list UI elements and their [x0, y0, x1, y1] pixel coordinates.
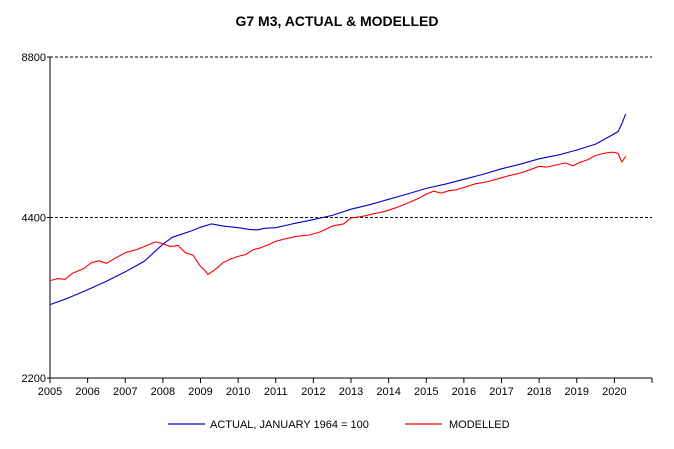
legend: ACTUAL, JANUARY 1964 = 100 MODELLED	[168, 419, 510, 431]
grid-lines	[50, 56, 652, 218]
series-line-modelled	[49, 151, 627, 282]
x-tick-label: 2005	[38, 386, 62, 398]
x-tick-label: 2020	[602, 386, 626, 398]
x-tick-label: 2012	[301, 386, 325, 398]
x-tick-label: 2017	[489, 386, 513, 398]
y-tick-label: 2200	[22, 373, 46, 385]
x-tick-label: 2015	[414, 386, 438, 398]
series-line-actual	[49, 113, 627, 306]
x-tick-label: 2018	[527, 386, 551, 398]
series-lines	[49, 113, 627, 306]
y-tick-labels: 2200 4400 8800	[22, 52, 46, 385]
x-tick-label: 2014	[376, 386, 400, 398]
axes	[47, 56, 653, 383]
y-tick-label: 4400	[22, 213, 46, 225]
x-tick-label: 2009	[188, 386, 212, 398]
y-tick-label: 8800	[22, 52, 46, 64]
x-tick-label: 2008	[151, 386, 175, 398]
legend-label-modelled: MODELLED	[449, 419, 510, 431]
x-tick-label: 2007	[113, 386, 137, 398]
x-tick-label: 2016	[452, 386, 476, 398]
chart-title: G7 M3, ACTUAL & MODELLED	[235, 13, 439, 29]
legend-label-actual: ACTUAL, JANUARY 1964 = 100	[210, 419, 369, 431]
x-tick-label: 2013	[339, 386, 363, 398]
x-tick-label: 2010	[226, 386, 250, 398]
x-tick-label: 2019	[565, 386, 589, 398]
x-tick-label: 2006	[75, 386, 99, 398]
x-tick-label: 2011	[264, 386, 288, 398]
x-tick-labels: 2005 2006 2007 2008 2009 2010 2011 2012 2013 2014…	[38, 386, 627, 398]
